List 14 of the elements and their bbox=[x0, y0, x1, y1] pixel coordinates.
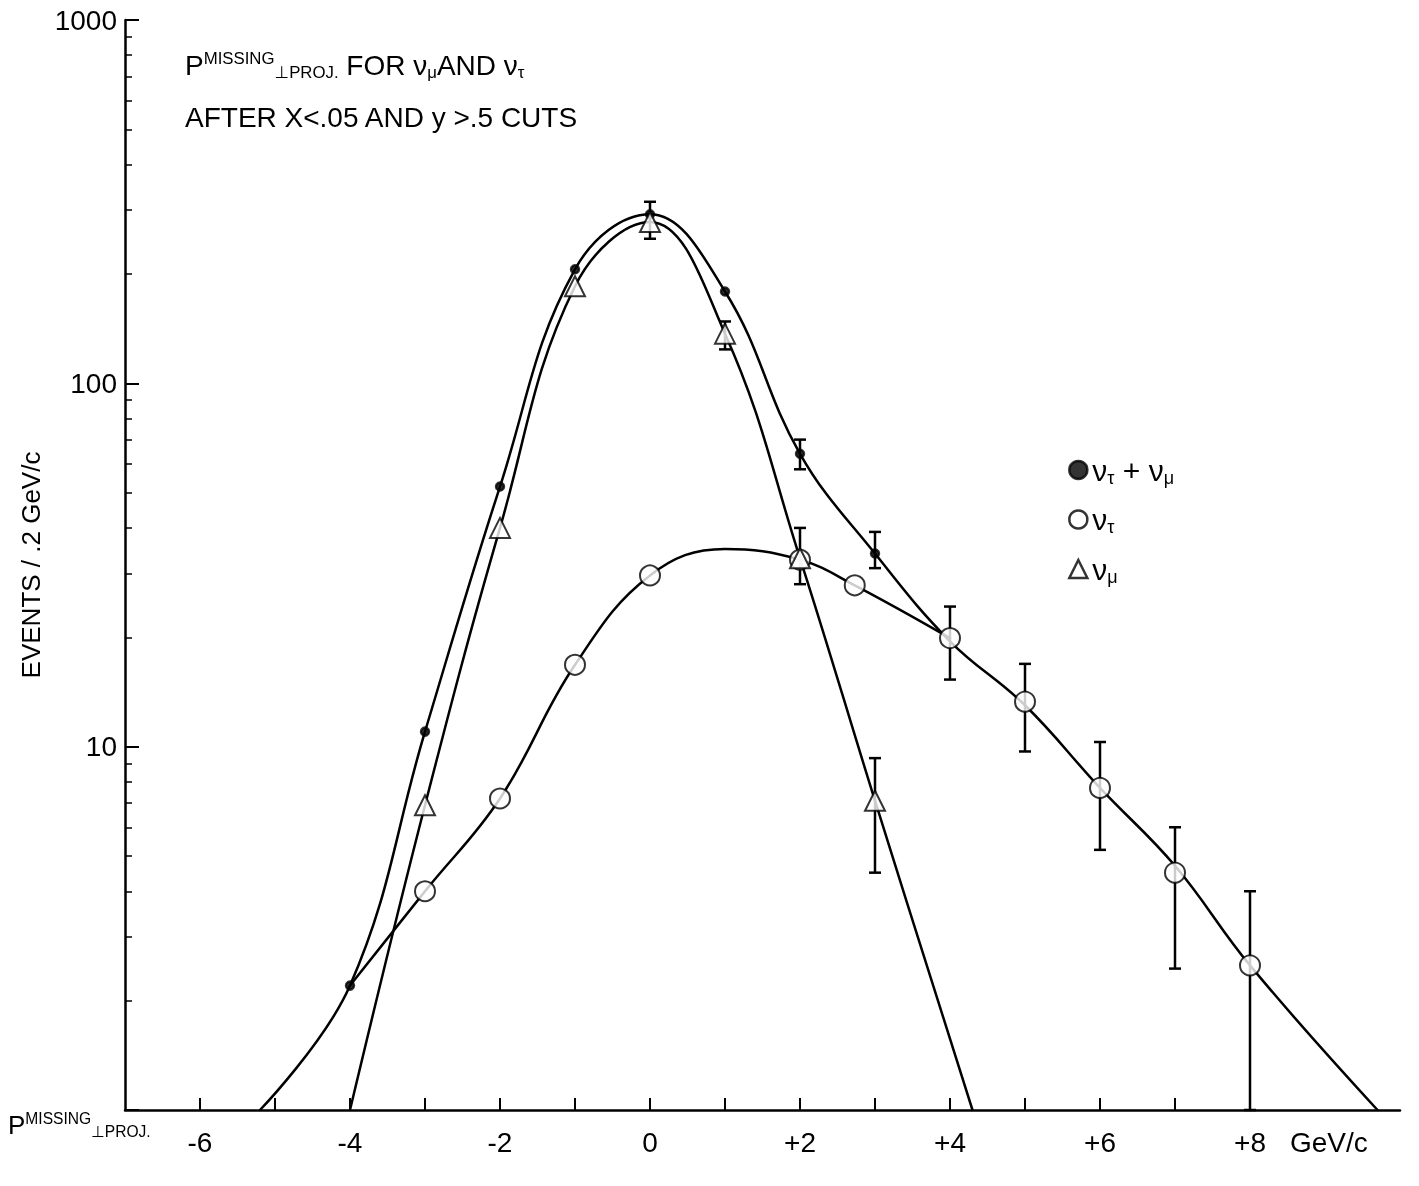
y-tick-label: 10 bbox=[85, 731, 117, 763]
x-tick-label: +2 bbox=[784, 1126, 816, 1158]
x-tick-label: 0 bbox=[642, 1126, 658, 1158]
x-tick-label: +6 bbox=[1084, 1126, 1116, 1158]
text: AFTER X<.05 AND y >.5 CUTS bbox=[185, 101, 578, 133]
x-tick-label: -2 bbox=[487, 1126, 513, 1158]
x-tick-label: -6 bbox=[187, 1126, 213, 1158]
y-tick-label: 1000 bbox=[54, 4, 117, 36]
y-axis-title: EVENTS / .2 GeV/c bbox=[15, 451, 46, 679]
x-tick-label: +8 bbox=[1234, 1126, 1266, 1158]
x-tick-label: -4 bbox=[337, 1126, 363, 1158]
x-axis-title: GeV/c bbox=[1290, 1126, 1368, 1158]
x-tick-label: +4 bbox=[934, 1126, 966, 1158]
y-tick-label: 100 bbox=[70, 367, 117, 399]
